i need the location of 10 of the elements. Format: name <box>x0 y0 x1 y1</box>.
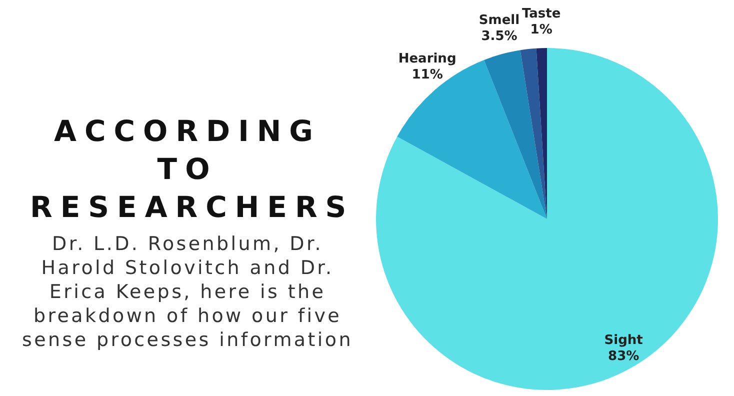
slice-label: Sight <box>604 332 643 348</box>
data-label: 1% <box>530 22 552 38</box>
data-label: 83% <box>608 348 640 364</box>
data-label: 11% <box>412 68 443 83</box>
slice-label: Taste <box>522 6 561 22</box>
slice-label: Hearing <box>398 52 456 67</box>
text: Dr. L.D. Rosenblum, Dr. Harold Stolovitch and Dr. Erica Keeps, here is the breakdown of how our five sense processes information <box>21 232 354 352</box>
data-label: 3.5% <box>481 28 518 44</box>
text: ACCORDING TO RESEARCHERS <box>29 113 356 226</box>
slice-label: Smell <box>478 12 520 28</box>
